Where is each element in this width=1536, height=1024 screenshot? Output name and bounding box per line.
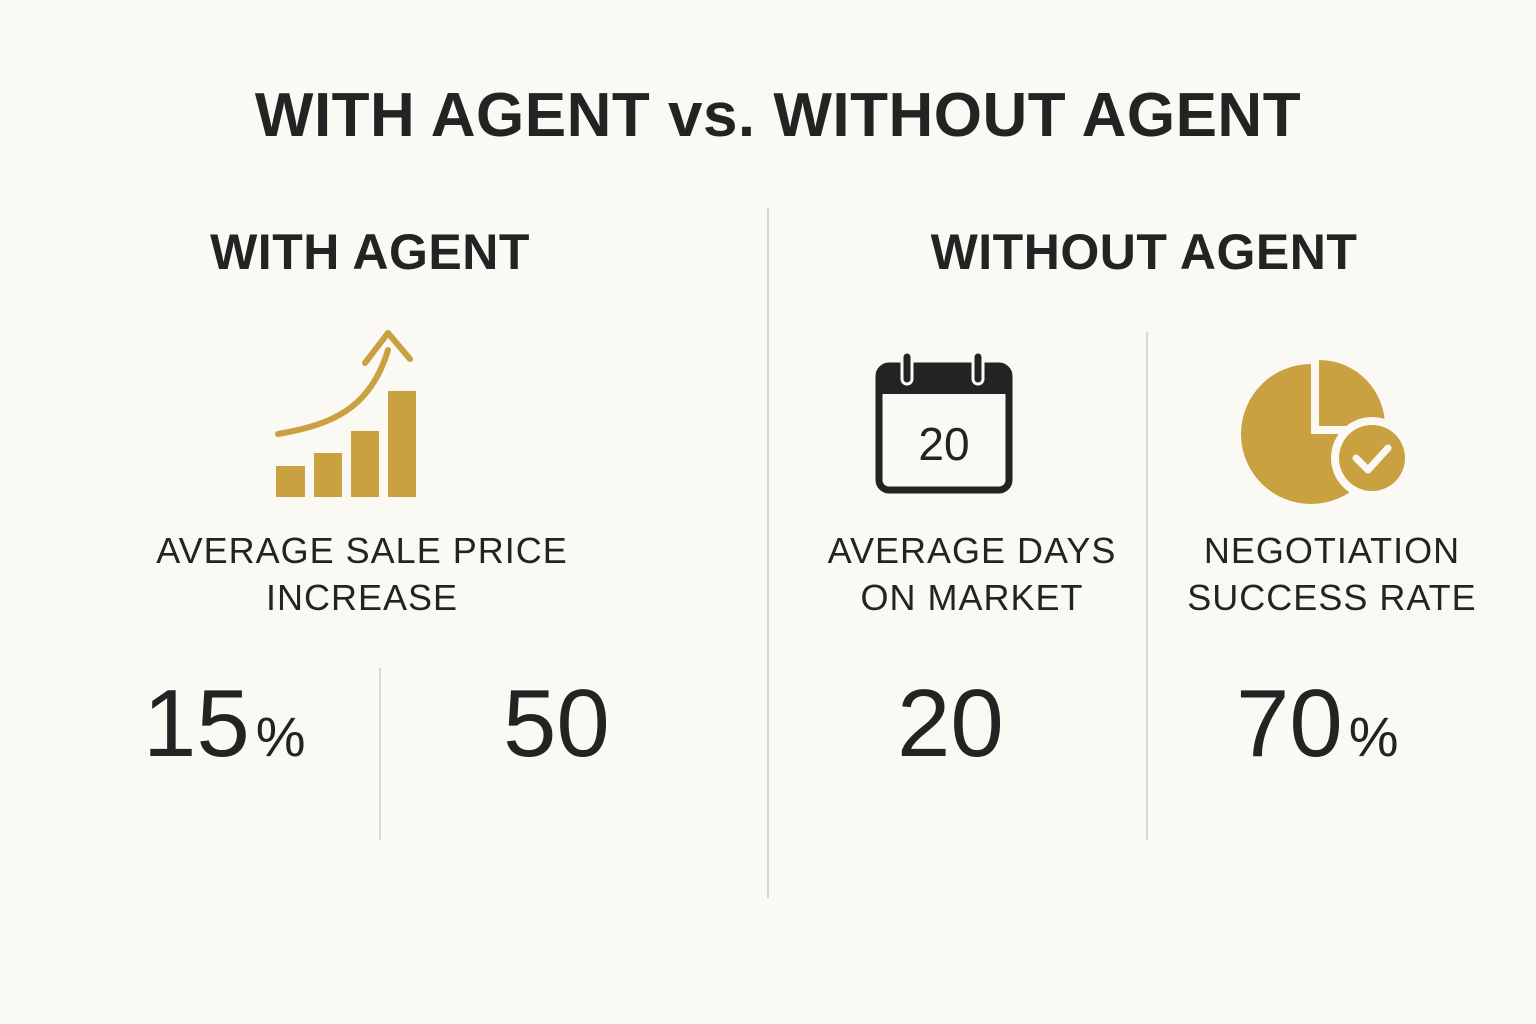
main-divider: [767, 208, 769, 898]
with-agent-value-divider: [379, 668, 381, 840]
calendar-date-text: 20: [918, 418, 969, 470]
label-line-2: INCREASE: [265, 577, 459, 618]
negotiation-success-rate-label: NEGOTIATION SUCCESS RATE: [1158, 527, 1506, 621]
average-sale-price-label: AVERAGE SALE PRICE INCREASE: [120, 527, 604, 621]
label-line-1: AVERAGE DAYS: [827, 530, 1117, 571]
label-line-1: AVERAGE SALE PRICE: [156, 530, 568, 571]
negotiation-success-rate-value: 70%: [1236, 674, 1399, 787]
value-unit: %: [255, 705, 306, 768]
without-agent-heading: WITHOUT AGENT: [930, 224, 1358, 280]
with-agent-heading: WITH AGENT: [210, 224, 530, 280]
calendar-icon: 20: [875, 350, 1013, 494]
without-agent-divider: [1146, 332, 1148, 840]
value-number: 70: [1236, 670, 1343, 777]
pie-check-icon: [1241, 360, 1413, 504]
bar-growth-arrow-icon: [275, 330, 416, 497]
label-line-1: NEGOTIATION: [1203, 530, 1461, 571]
average-days-on-market-label: AVERAGE DAYS ON MARKET: [800, 527, 1144, 621]
second-value: 50: [503, 670, 610, 777]
label-line-2: ON MARKET: [860, 577, 1084, 618]
label-line-2: SUCCESS RATE: [1187, 577, 1477, 618]
value-number: 20: [897, 670, 1004, 777]
page-title: WITH AGENT vs. WITHOUT AGENT: [254, 81, 1302, 150]
value-number: 15: [143, 670, 250, 777]
days-on-market-value: 20: [897, 674, 1004, 774]
value-unit: %: [1348, 705, 1399, 768]
sale-price-increase-value: 15%: [143, 674, 306, 787]
